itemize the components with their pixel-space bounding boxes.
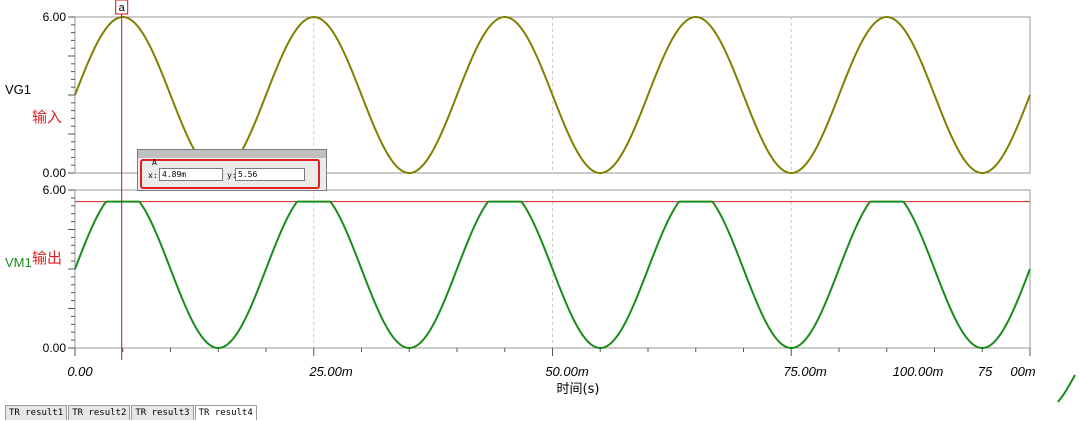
xtick-label-5: 75 [978, 364, 993, 379]
cursor-a-handle [115, 0, 129, 15]
readout-x-label: x: [148, 171, 158, 180]
tab-tr-result4[interactable]: TR result4 [194, 405, 257, 420]
readout-highlight-box [140, 159, 320, 189]
cursor-readout-panel[interactable]: A x: 4.89m y: 5.56 [137, 149, 327, 191]
readout-x-field[interactable]: 4.89m [159, 168, 223, 181]
xtick-label-0: 0.00 [67, 364, 93, 379]
cursor-a-label: a [119, 2, 126, 14]
stray-trace-segment [1057, 374, 1076, 403]
result-tabs: TR result1 TR result2 TR result3 TR resu… [5, 405, 257, 421]
xtick-label-2: 50.00m [545, 364, 589, 379]
xtick-label-3: 75.00m [783, 364, 827, 379]
channel-label-output: VM1 [5, 255, 32, 270]
readout-y-label: y: [227, 171, 237, 180]
cursor-overlay: a [115, 0, 129, 360]
annotation-input: 输入 [32, 108, 62, 126]
annotation-output: 输出 [32, 249, 62, 267]
readout-y-field[interactable]: 5.56 [235, 168, 305, 181]
tab-tr-result1[interactable]: TR result1 [5, 405, 68, 420]
x-axis-label: 时间(s) [557, 382, 600, 397]
ytick-label-input-max: 6.00 [43, 10, 67, 24]
series-VM1 [74, 200, 1031, 350]
channel-label-input: VG1 [5, 82, 31, 97]
tab-tr-result3[interactable]: TR result3 [131, 405, 194, 420]
xtick-label-4: 100.00m [893, 364, 944, 379]
ytick-label-input-min: 0.00 [43, 166, 67, 180]
readout-title-bar[interactable] [138, 150, 326, 158]
readout-title: A [152, 158, 157, 167]
xtick-label-1: 25.00m [308, 364, 353, 379]
x-axis: 0.00 25.00m 50.00m 75.00m 100.00m 75 00m 时间(s) [67, 348, 1076, 403]
xtick-label-6: 00m [1010, 364, 1035, 379]
ytick-label-output-min: 0.00 [43, 341, 67, 355]
tab-tr-result2[interactable]: TR result2 [68, 405, 131, 420]
ytick-label-output-max: 6.00 [43, 183, 67, 197]
output-plot-area: 6.00 0.00 VM1 输出 [5, 183, 1031, 355]
